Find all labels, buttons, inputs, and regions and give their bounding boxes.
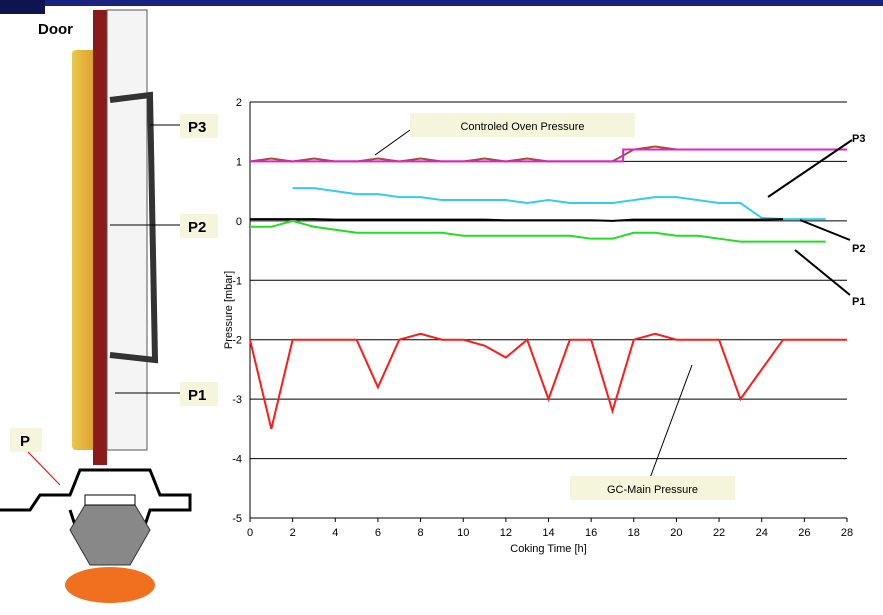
- p1-annotation-leader: [794, 249, 851, 296]
- door-label: Door: [38, 21, 73, 38]
- p-label: P: [20, 433, 30, 450]
- series-line: [250, 219, 826, 243]
- x-tick-label: 20: [670, 527, 682, 539]
- y-tick-label: 0: [236, 216, 242, 228]
- series-line: [250, 218, 784, 222]
- p3-label: P3: [188, 119, 206, 136]
- x-tick-label: 24: [756, 527, 768, 539]
- p3-annotation-leader: [767, 139, 853, 198]
- series-line: [249, 332, 847, 430]
- x-tick-label: 18: [628, 527, 640, 539]
- x-tick-label: 10: [457, 527, 469, 539]
- p1-label: P1: [188, 387, 206, 404]
- oven-annotation-box: [410, 113, 635, 137]
- p3-annotation: P3: [852, 133, 865, 145]
- gc-annotation: GC-Main Pressure: [607, 484, 698, 496]
- x-tick-label: 8: [418, 527, 424, 539]
- y-tick-label: 2: [236, 97, 242, 109]
- p2-label: P2: [188, 219, 206, 236]
- valve: [69, 504, 151, 566]
- y-tick-label: -5: [232, 513, 242, 525]
- door-bracket: [109, 91, 159, 364]
- x-axis-title: Coking Time [h]: [510, 543, 586, 555]
- door-seal: [93, 10, 107, 465]
- x-tick-label: 14: [542, 527, 554, 539]
- door-frame: [106, 9, 148, 451]
- p-box: [10, 428, 42, 452]
- series-line: [292, 187, 826, 221]
- y-tick-label: -1: [232, 275, 242, 287]
- x-tick-label: 0: [247, 527, 253, 539]
- x-tick-label: 26: [798, 527, 810, 539]
- coal-pile: [65, 567, 155, 603]
- x-tick-label: 28: [841, 527, 853, 539]
- gc-annotation-box: [570, 476, 735, 500]
- y-tick-label: -3: [232, 394, 242, 406]
- p2-box: [180, 214, 218, 238]
- header-block: [0, 0, 45, 14]
- y-tick-label: -4: [232, 454, 242, 466]
- p-leader: [27, 451, 61, 486]
- p2-annotation-leader: [799, 219, 851, 241]
- oven-annotation: Controled Oven Pressure: [460, 121, 584, 133]
- x-tick-label: 6: [375, 527, 381, 539]
- y-axis-title: Pressure [mbar]: [223, 271, 235, 349]
- x-tick-label: 2: [290, 527, 296, 539]
- p3-box: [180, 114, 218, 138]
- series-line: [250, 148, 847, 163]
- p1-box: [180, 382, 218, 406]
- p1-annotation: P1: [852, 296, 865, 308]
- x-tick-label: 16: [585, 527, 597, 539]
- gc-annotation-leader: [649, 364, 693, 479]
- x-tick-label: 22: [713, 527, 725, 539]
- plate: [84, 494, 136, 506]
- oven-annotation-leader: [374, 129, 411, 156]
- x-tick-label: 12: [500, 527, 512, 539]
- x-tick-label: 4: [332, 527, 338, 539]
- header-bar: [0, 0, 883, 6]
- y-tick-label: 1: [236, 156, 242, 168]
- y-tick-label: -2: [232, 335, 242, 347]
- p2-annotation: P2: [852, 243, 865, 255]
